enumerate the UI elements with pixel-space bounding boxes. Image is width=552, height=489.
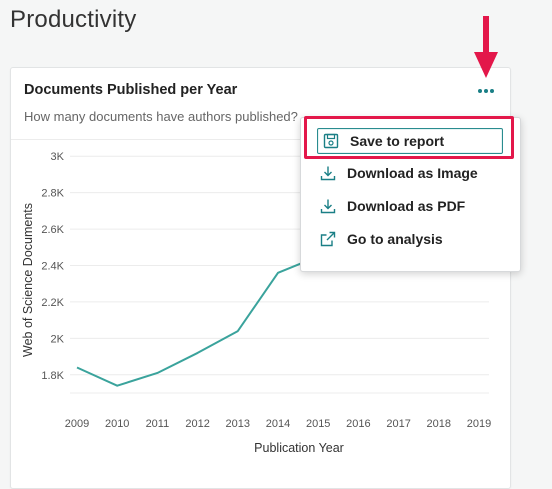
x-tick-label: 2013 <box>226 418 250 430</box>
download-icon <box>319 164 337 182</box>
y-tick-label: 2.6K <box>41 224 64 236</box>
x-tick-label: 2015 <box>306 418 330 430</box>
menu-item-download-image[interactable]: Download as Image <box>319 161 478 185</box>
y-tick-label: 3K <box>51 151 65 163</box>
y-tick-label: 2.2K <box>41 297 64 309</box>
x-tick-label: 2016 <box>346 418 370 430</box>
y-tick-label: 2K <box>51 333 65 345</box>
download-icon <box>319 197 337 215</box>
menu-item-go-to-analysis[interactable]: Go to analysis <box>319 227 443 251</box>
series-line <box>77 256 318 385</box>
menu-item-label: Download as Image <box>347 165 478 181</box>
x-tick-label: 2011 <box>146 418 170 430</box>
menu-item-label: Go to analysis <box>347 231 443 247</box>
menu-item-label: Download as PDF <box>347 198 465 214</box>
y-tick-label: 2.8K <box>41 188 64 200</box>
x-axis-label: Publication Year <box>254 441 344 455</box>
x-tick-label: 2017 <box>386 418 410 430</box>
x-tick-label: 2014 <box>266 418 290 430</box>
x-tick-label: 2018 <box>427 418 451 430</box>
menu-item-download-pdf[interactable]: Download as PDF <box>319 194 465 218</box>
x-tick-label: 2010 <box>105 418 129 430</box>
x-tick-label: 2019 <box>467 418 491 430</box>
x-tick-label: 2009 <box>65 418 89 430</box>
annotation-highlight-box <box>304 116 514 159</box>
annotation-arrow-icon <box>474 16 498 80</box>
y-axis-label: Web of Science Documents <box>21 203 35 357</box>
x-tick-label: 2012 <box>185 418 209 430</box>
y-tick-label: 2.4K <box>41 261 64 273</box>
y-tick-label: 1.8K <box>41 370 64 382</box>
external-link-icon <box>319 230 337 248</box>
